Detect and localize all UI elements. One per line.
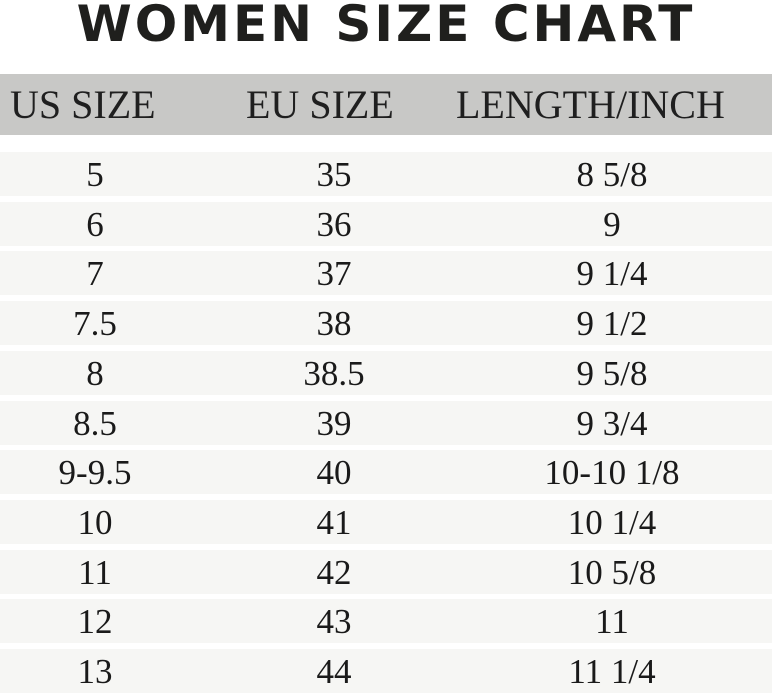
eu-size-cell: 35	[316, 155, 352, 194]
table-row: 11 42 10 5/8	[0, 549, 772, 594]
table-row: 9-9.5 40 10-10 1/8	[0, 450, 772, 495]
length-cell: 9 1/2	[576, 304, 648, 344]
us-size-cell: 5	[86, 155, 104, 194]
length-cell: 9 5/8	[576, 353, 648, 393]
eu-size-cell: 36	[316, 204, 352, 244]
table-row: 7.5 38 9 1/2	[0, 301, 772, 346]
table-row: 12 43 11	[0, 599, 772, 644]
eu-size-cell: 41	[316, 502, 352, 542]
us-size-cell: 11	[78, 552, 112, 592]
length-cell: 11	[595, 602, 629, 642]
table-row: 5 35 8 5/8	[0, 152, 772, 196]
us-size-cell: 7.5	[73, 304, 117, 344]
table-row: 10 41 10 1/4	[0, 499, 772, 544]
length-cell: 9 3/4	[576, 403, 648, 443]
length-cell: 11 1/4	[568, 652, 656, 691]
chart-title: WOMEN SIZE CHART	[76, 0, 696, 53]
table-header: US SIZE EU SIZE LENGTH/INCH	[0, 74, 772, 135]
column-header-length: LENGTH/INCH	[456, 82, 725, 127]
eu-size-cell: 38	[316, 304, 352, 344]
us-size-cell: 13	[77, 652, 113, 691]
length-cell: 10 5/8	[567, 552, 657, 592]
table-row: 8 38.5 9 5/8	[0, 350, 772, 395]
eu-size-cell: 44	[316, 652, 352, 691]
table-row: 13 44 11 1/4	[0, 649, 772, 693]
eu-size-cell: 37	[316, 254, 352, 294]
us-size-cell: 9-9.5	[58, 453, 132, 493]
us-size-cell: 10	[77, 502, 113, 542]
eu-size-cell: 42	[316, 552, 352, 592]
eu-size-cell: 43	[316, 602, 352, 642]
us-size-cell: 12	[77, 602, 113, 642]
eu-size-cell: 39	[316, 403, 352, 443]
length-cell: 8 5/8	[576, 155, 648, 194]
length-cell: 10-10 1/8	[544, 453, 680, 493]
length-cell: 10 1/4	[567, 502, 657, 542]
us-size-cell: 6	[86, 204, 104, 244]
length-cell: 9 1/4	[576, 254, 648, 294]
column-header-us-size: US SIZE	[10, 82, 156, 127]
table-row: 7 37 9 1/4	[0, 251, 772, 296]
length-cell: 9	[603, 204, 621, 244]
table-row: 6 36 9	[0, 201, 772, 246]
eu-size-cell: 40	[316, 453, 352, 493]
eu-size-cell: 38.5	[303, 353, 365, 393]
table-row: 8.5 39 9 3/4	[0, 400, 772, 445]
column-header-eu-size: EU SIZE	[246, 82, 394, 127]
us-size-cell: 8.5	[73, 403, 117, 443]
us-size-cell: 7	[86, 254, 104, 294]
us-size-cell: 8	[86, 353, 104, 393]
